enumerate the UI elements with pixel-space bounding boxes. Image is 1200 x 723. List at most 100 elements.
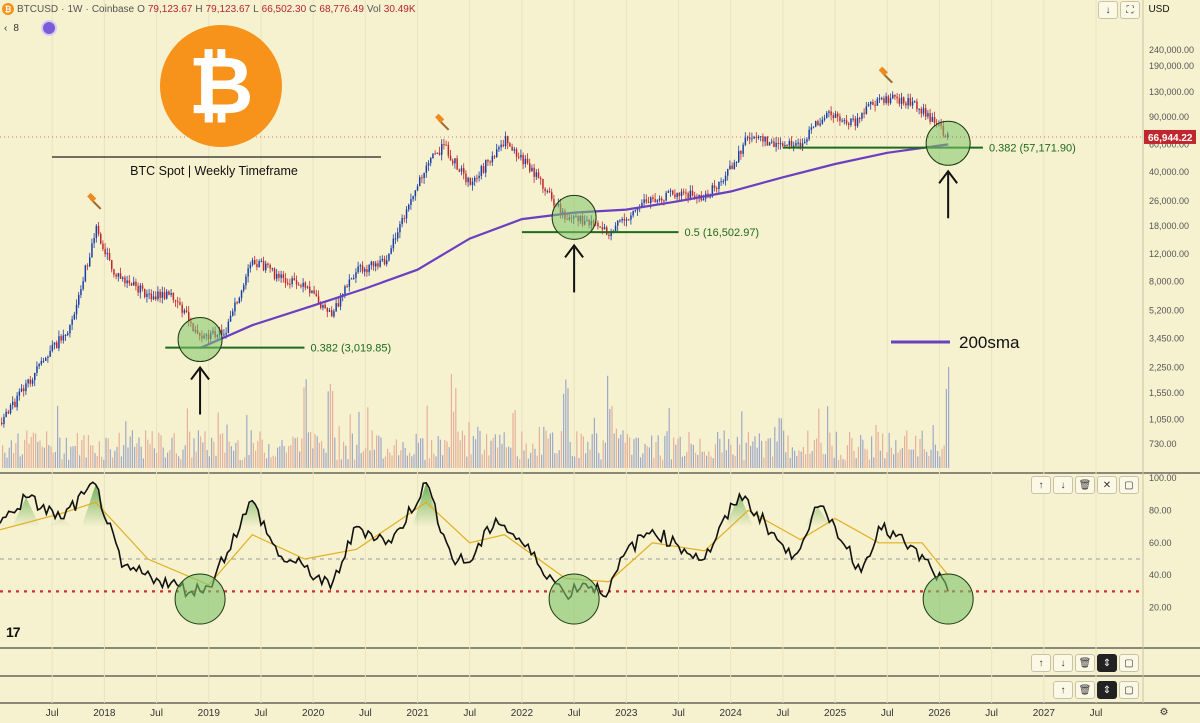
- volume-bar: [96, 455, 98, 468]
- volume-bar: [195, 451, 197, 468]
- candle-body: [126, 280, 128, 284]
- y-tick-label: 60,000.00: [1149, 139, 1189, 149]
- chevron-left-icon[interactable]: ‹: [4, 22, 8, 34]
- candle-body: [458, 169, 461, 172]
- move-up-button[interactable]: ↑: [1031, 476, 1051, 494]
- candle-body: [733, 162, 736, 169]
- candle-body: [223, 334, 225, 336]
- volume-bar: [334, 437, 336, 468]
- x-tick-label: 2021: [406, 708, 429, 719]
- volume-bar: [345, 445, 347, 468]
- candle-body: [922, 108, 925, 114]
- candle-body: [751, 138, 753, 140]
- candle-body: [689, 190, 692, 198]
- tradingview-logo-icon[interactable]: 17: [6, 624, 21, 640]
- volume-bar: [303, 387, 305, 468]
- symbol-name[interactable]: BTCUSD: [17, 3, 59, 15]
- interval[interactable]: 1W: [67, 3, 83, 15]
- volume-bar: [912, 449, 914, 468]
- candle-body: [632, 210, 634, 216]
- volume-bar: [365, 448, 367, 468]
- candle-body: [80, 289, 82, 296]
- move-up-button[interactable]: ↑: [1053, 681, 1073, 699]
- expand-pane-button[interactable]: ⇕: [1097, 681, 1117, 699]
- candle-body: [236, 302, 238, 304]
- candle-body: [720, 181, 722, 183]
- volume-bar: [382, 458, 384, 468]
- candle-body: [432, 153, 434, 159]
- volume-bar: [261, 439, 263, 468]
- volume-bar: [904, 435, 906, 468]
- candle-body: [828, 111, 830, 113]
- candle-body: [661, 198, 663, 201]
- volume-bar: [618, 438, 620, 468]
- candle-body: [452, 160, 454, 164]
- candle-body: [691, 190, 694, 196]
- volume-bar: [354, 459, 356, 468]
- volume-bar: [442, 455, 444, 468]
- volume-bar: [547, 438, 549, 468]
- volume-bar: [736, 436, 738, 468]
- currency-selector[interactable]: USD: [1148, 3, 1170, 15]
- indicator-toggle[interactable]: ‹ 8: [4, 20, 57, 36]
- volume-bar: [224, 452, 226, 468]
- candle-body: [78, 295, 80, 305]
- candle-body: [130, 283, 133, 286]
- candle-body: [95, 225, 98, 239]
- candle-body: [84, 265, 87, 282]
- sync-icon[interactable]: [40, 20, 57, 36]
- move-down-button[interactable]: ↓: [1053, 654, 1073, 672]
- delete-pane-button[interactable]: 🗑: [1075, 654, 1095, 672]
- candle-body: [474, 177, 476, 182]
- candle-body: [113, 269, 115, 275]
- delete-pane-button[interactable]: 🗑: [1075, 681, 1095, 699]
- volume-bar: [756, 447, 758, 468]
- candle-body: [7, 411, 10, 414]
- candle-body: [161, 292, 164, 298]
- volume-bar: [184, 445, 186, 468]
- volume-bar: [853, 450, 855, 468]
- expand-pane-button[interactable]: ⇕: [1097, 654, 1117, 672]
- move-up-button[interactable]: ↑: [1031, 654, 1051, 672]
- volume-bar: [360, 453, 362, 468]
- move-down-button[interactable]: ↓: [1053, 476, 1073, 494]
- volume-bar: [701, 451, 703, 468]
- maximize-pane-button[interactable]: ▢: [1119, 654, 1139, 672]
- fullscreen-button[interactable]: ⛶: [1120, 1, 1140, 19]
- volume-bar: [395, 439, 397, 468]
- candle-body: [694, 195, 696, 197]
- candle-body: [155, 296, 157, 300]
- candle-body: [69, 324, 71, 334]
- symbol-legend[interactable]: ₿ BTCUSD · 1W · Coinbase O 79,123.67 H 79,…: [0, 0, 419, 18]
- down-arrow-button[interactable]: ↓: [1098, 1, 1118, 19]
- candle-body: [3, 416, 5, 425]
- volume-bar: [699, 438, 701, 468]
- maximize-pane-button[interactable]: ▢: [1119, 681, 1139, 699]
- volume-bar: [424, 459, 426, 468]
- volume-bar: [697, 454, 699, 468]
- volume-bar: [457, 431, 459, 468]
- delete-pane-button[interactable]: 🗑: [1075, 476, 1095, 494]
- candle-body: [361, 265, 364, 272]
- candle-body: [115, 274, 117, 277]
- volume-bar: [519, 459, 521, 468]
- volume-bar: [459, 440, 461, 468]
- candle-body: [652, 197, 654, 199]
- volume-bar: [151, 431, 153, 468]
- maximize-pane-button[interactable]: ▢: [1119, 476, 1139, 494]
- volume-bar: [831, 445, 833, 468]
- volume-bar: [65, 437, 67, 468]
- volume-bar: [560, 431, 562, 468]
- candle-body: [91, 243, 93, 258]
- settings-icon[interactable]: ⚙: [1159, 706, 1169, 718]
- candle-body: [271, 268, 274, 270]
- candle-body: [383, 258, 386, 265]
- volume-bar: [290, 445, 292, 468]
- volume-bar: [686, 451, 688, 468]
- volume-bar: [578, 457, 580, 468]
- volume-bar: [855, 458, 857, 468]
- collapse-pane-button[interactable]: ✕: [1097, 476, 1117, 494]
- candle-body: [71, 319, 73, 325]
- candle-body: [225, 333, 227, 335]
